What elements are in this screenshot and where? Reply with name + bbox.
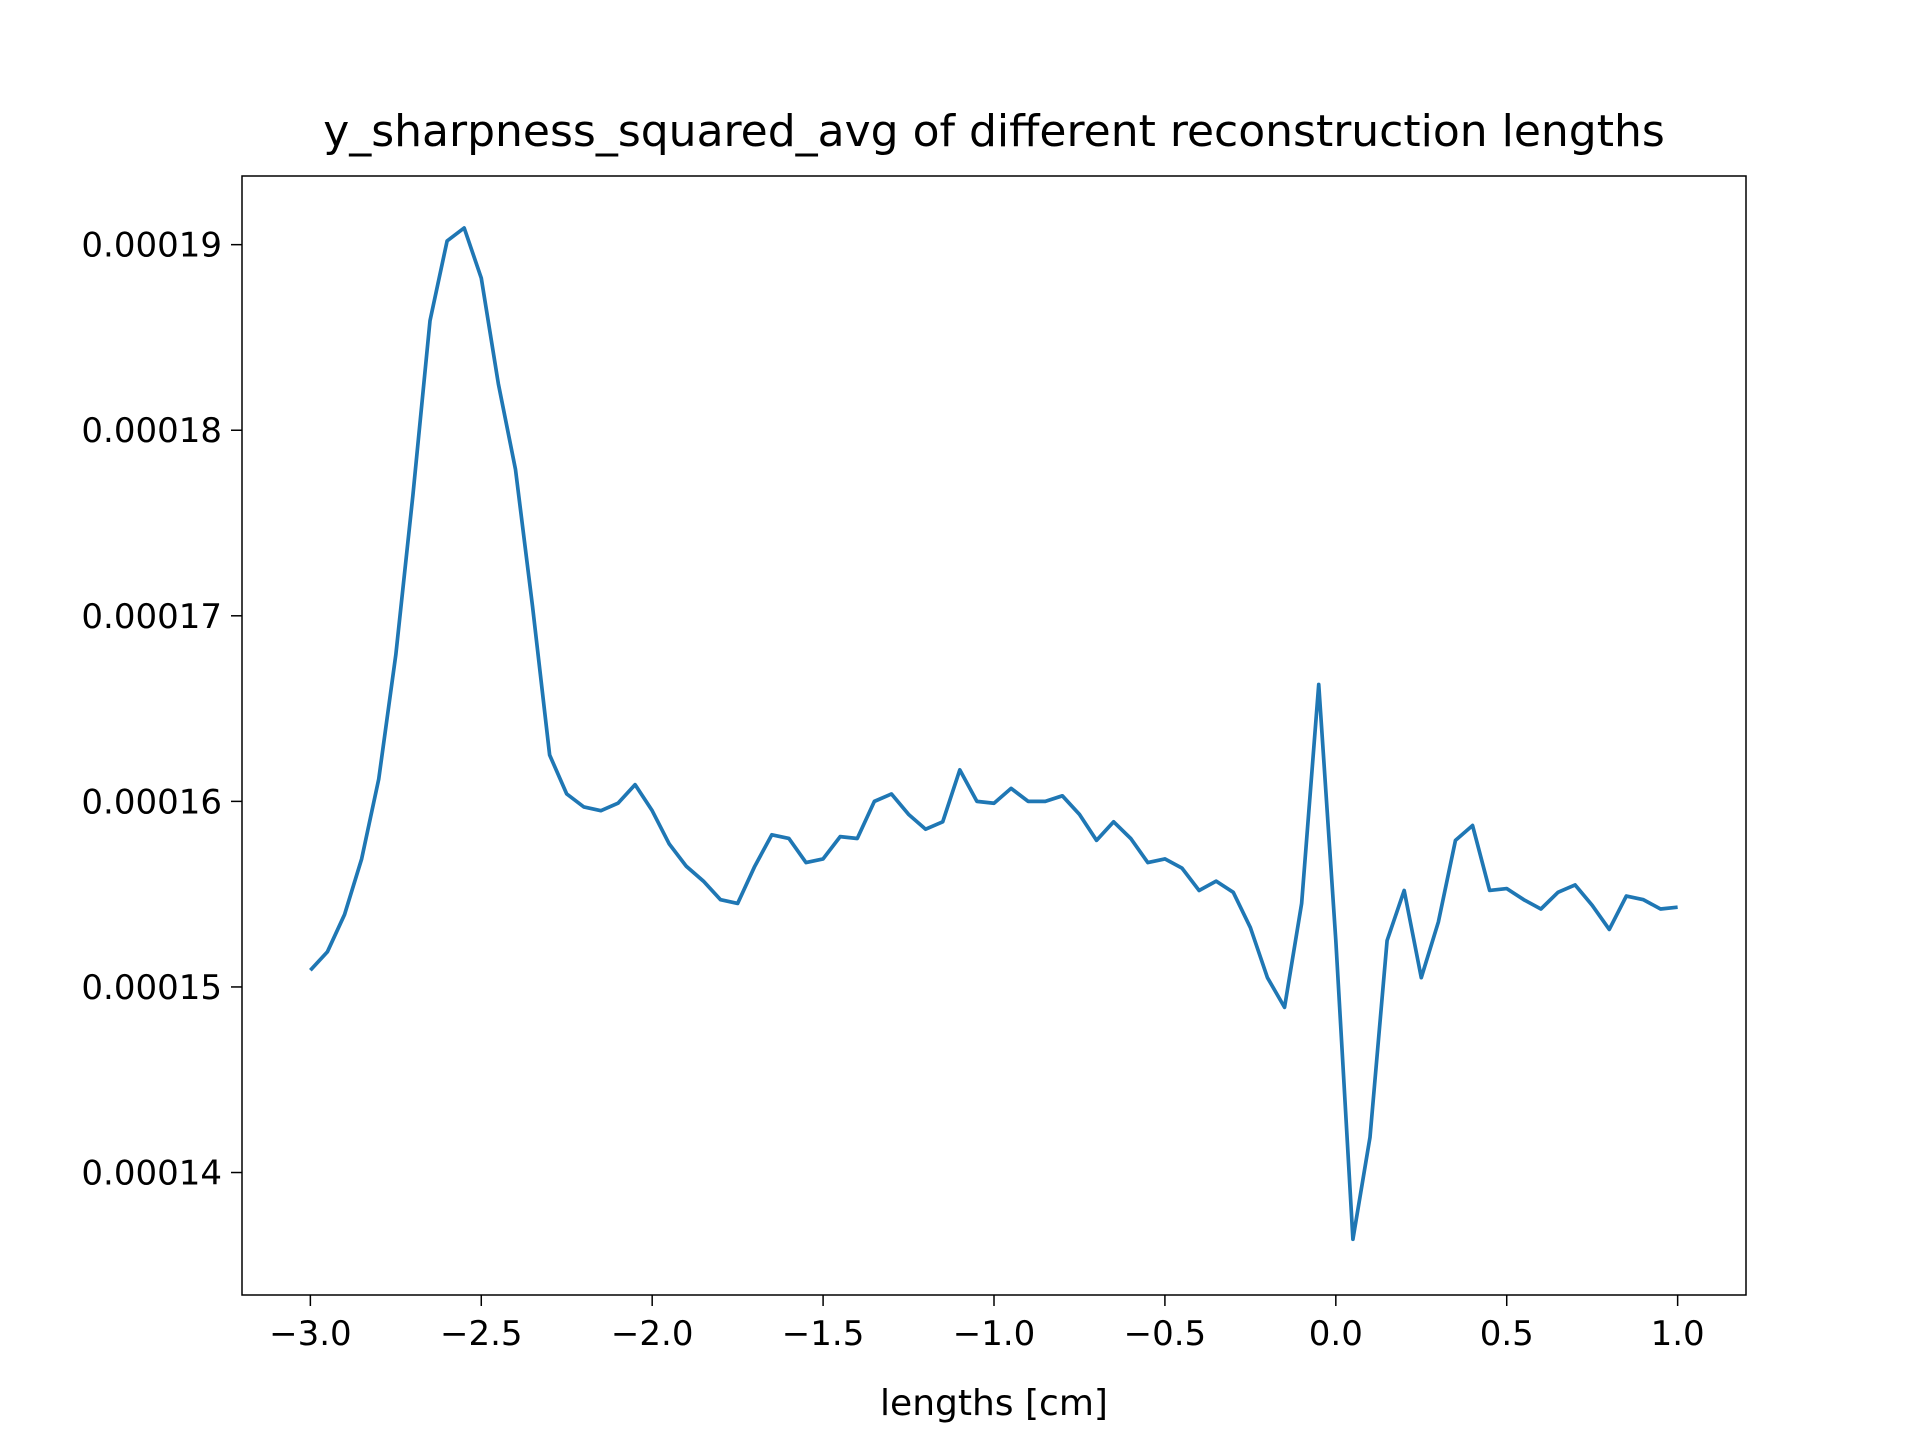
x-tick-label: −2.0 [611, 1314, 694, 1354]
x-tick-label: −2.5 [440, 1314, 523, 1354]
x-axis-label: lengths [cm] [880, 1383, 1108, 1424]
plot-frame [241, 175, 1747, 1296]
x-tick-label: 0.5 [1480, 1314, 1534, 1354]
x-tick-label: 1.0 [1651, 1314, 1705, 1354]
chart-title: y_sharpness_squared_avg of different rec… [323, 106, 1665, 157]
data-line [309, 226, 1678, 1242]
x-tick-label: −1.5 [782, 1314, 865, 1354]
x-tick-label: −3.0 [269, 1314, 352, 1354]
y-tick-label: 0.00016 [81, 782, 222, 822]
y-tick-label: 0.00019 [81, 226, 222, 266]
y-tick-label: 0.00017 [81, 597, 222, 637]
y-tick-label: 0.00014 [81, 1154, 222, 1194]
x-tick-label: 0.0 [1309, 1314, 1363, 1354]
y-tick-label: 0.00018 [81, 411, 222, 451]
x-tick-label: −0.5 [1124, 1314, 1207, 1354]
y-tick-label: 0.00015 [81, 968, 222, 1008]
x-tick-label: −1.0 [953, 1314, 1036, 1354]
